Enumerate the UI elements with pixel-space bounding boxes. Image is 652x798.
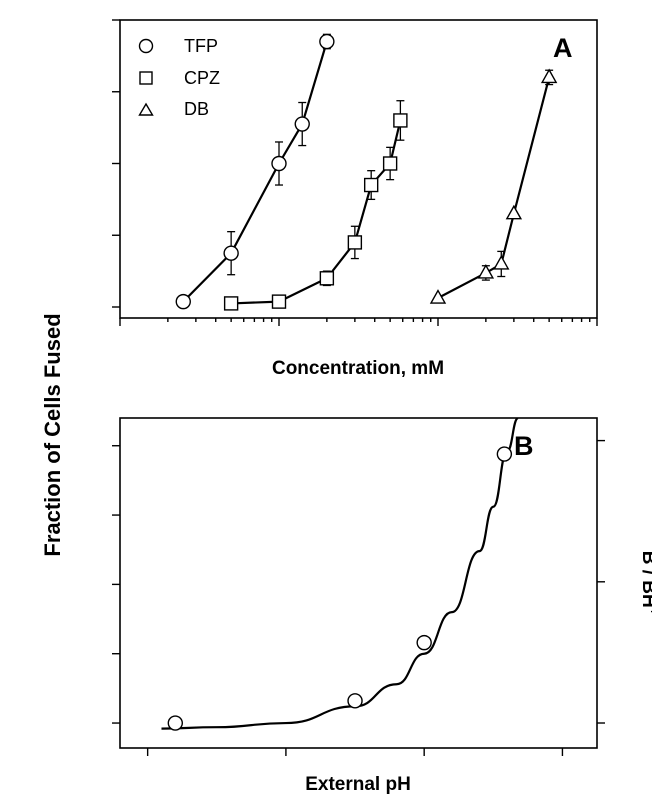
right-y-title-sup: + (648, 608, 652, 616)
legend-label-cpz: CPZ (184, 68, 220, 88)
legend-entry-cpz: CPZ (139, 68, 220, 88)
data-point-cpz (223, 296, 239, 311)
panel-a-y-ticks (112, 19, 120, 308)
data-point-cpz (319, 271, 335, 286)
series-line-cpz (231, 120, 402, 305)
panel-b-x-ticks (146, 748, 564, 756)
data-point-db (505, 204, 523, 220)
panel-a-x-axis-title: Concentration, mM (272, 358, 444, 379)
data-point-ph (416, 634, 432, 651)
panel-a-markers (175, 33, 558, 311)
data-point-cpz (347, 235, 363, 250)
data-point-db (429, 289, 447, 304)
panel-a-x-ticks (119, 318, 598, 326)
data-point-tfp (223, 245, 239, 261)
panel-a-series-lines (182, 41, 551, 305)
panel-b-letter: B (514, 431, 534, 461)
data-point-ph (496, 446, 513, 462)
panel-b: B External pH B / BH+ (112, 417, 652, 795)
legend-label-tfp: TFP (184, 36, 218, 56)
panel-a: A TFP CPZ DB Concentration, mM (112, 19, 598, 379)
data-point-cpz (382, 156, 398, 171)
panel-b-right-y-ticks (597, 439, 605, 724)
legend-label-db: DB (184, 99, 209, 119)
panel-b-fit-curve (161, 418, 520, 730)
data-point-cpz (393, 113, 408, 128)
shared-y-axis-title: Fraction of Cells Fused (40, 313, 65, 556)
panel-b-x-axis-title: External pH (305, 774, 411, 795)
panel-b-right-y-axis-title: B / BH+ (638, 551, 652, 616)
legend-marker-square (139, 71, 153, 85)
data-point-db (493, 255, 510, 270)
right-y-title-main: B / BH (638, 551, 652, 608)
data-point-db (477, 263, 495, 279)
data-point-ph (167, 715, 184, 731)
panel-a-letter: A (553, 33, 573, 63)
fit-curve (161, 418, 520, 730)
series-line-db (437, 77, 551, 300)
legend-marker-circle (138, 38, 154, 54)
data-point-cpz (363, 177, 379, 193)
legend-marker-triangle (138, 102, 154, 116)
data-point-ph (347, 693, 363, 709)
data-point-tfp (294, 116, 310, 132)
data-point-db (540, 68, 558, 84)
panel-a-frame (119, 19, 598, 319)
legend-entry-tfp: TFP (138, 36, 218, 56)
panel-b-y-ticks (112, 445, 120, 724)
panel-a-legend: TFP CPZ DB (138, 36, 220, 119)
panel-b-markers (167, 446, 513, 731)
panel-b-frame (119, 417, 598, 749)
data-point-tfp (271, 155, 287, 172)
data-point-tfp (319, 33, 335, 50)
data-point-cpz (271, 294, 287, 309)
data-point-tfp (175, 293, 191, 310)
legend-entry-db: DB (138, 99, 209, 119)
